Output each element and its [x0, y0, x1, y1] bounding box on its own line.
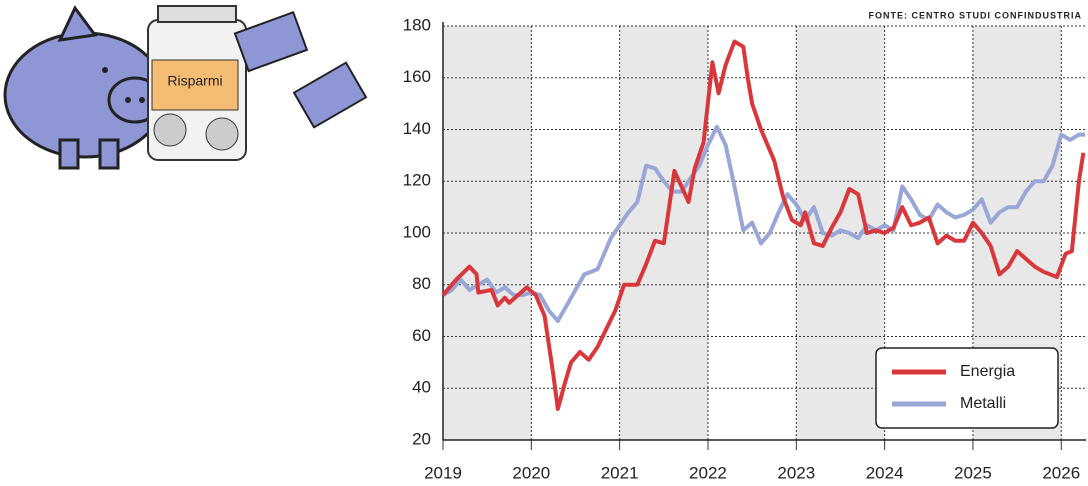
series-line	[441, 124, 1086, 323]
illustration: Risparmi	[0, 0, 375, 172]
x-tick-label: 2025	[954, 463, 992, 482]
series-line	[441, 39, 1086, 411]
source: FONTE: CENTRO STUDI CONFINDUSTRIA	[869, 10, 1083, 20]
x-tick-label: 2022	[689, 463, 727, 482]
y-tick-label: 140	[403, 119, 431, 138]
y-tick-label: 120	[403, 171, 431, 190]
x-tick-label: 2019	[424, 463, 462, 482]
illustration-label: Risparmi	[167, 73, 222, 89]
y-tick-label: 60	[412, 326, 431, 345]
legend-box	[875, 347, 1059, 429]
plot	[443, 25, 1086, 441]
legend-label: Metalli	[960, 395, 1006, 412]
y-tick-label: 40	[412, 378, 431, 397]
y-tick-label: 20	[412, 429, 431, 448]
y-tick-label: 180	[403, 15, 431, 34]
y-tick-label: 80	[412, 274, 431, 293]
x-tick-label: 2026	[1042, 463, 1080, 482]
x-tick-label: 2023	[777, 463, 815, 482]
x-tick-label: 2020	[512, 463, 550, 482]
y-tick-label: 100	[403, 222, 431, 241]
y-tick-label: 160	[403, 67, 431, 86]
x-tick-label: 2021	[601, 463, 639, 482]
x-tick-label: 2024	[866, 463, 904, 482]
legend-label: Energia	[960, 363, 1015, 380]
